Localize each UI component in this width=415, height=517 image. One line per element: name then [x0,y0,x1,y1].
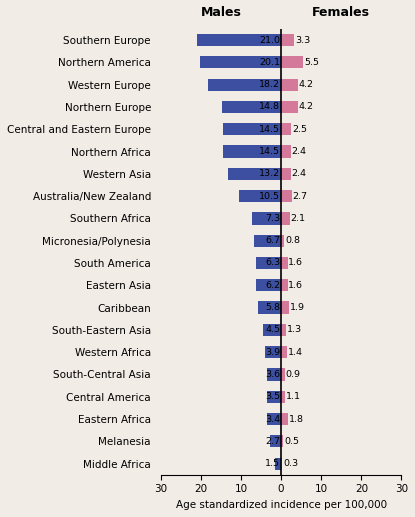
Bar [258,301,281,314]
Text: 1.3: 1.3 [287,325,302,334]
Bar [256,257,281,269]
Text: 1.9: 1.9 [290,303,305,312]
Text: 1.6: 1.6 [288,258,303,267]
Bar [266,346,281,358]
X-axis label: Age standardized incidence per 100,000: Age standardized incidence per 100,000 [176,500,387,510]
Bar [281,257,288,269]
Bar [267,391,281,403]
Bar [281,435,283,448]
Bar [281,235,284,247]
Bar [281,413,288,425]
Text: 6.3: 6.3 [265,258,280,267]
Bar [266,368,281,381]
Text: 14.5: 14.5 [259,147,280,156]
Bar [281,168,291,180]
Bar [223,123,281,135]
Text: 0.3: 0.3 [283,459,298,468]
Bar [281,190,292,202]
Text: 7.3: 7.3 [265,214,280,223]
Text: 2.7: 2.7 [265,437,280,446]
Bar [222,101,281,113]
Text: 1.8: 1.8 [289,415,304,423]
Text: 13.2: 13.2 [259,169,280,178]
Bar [256,279,281,292]
Text: 0.5: 0.5 [284,437,299,446]
Text: 14.8: 14.8 [259,102,280,112]
Text: 3.5: 3.5 [265,392,280,401]
Text: 5.5: 5.5 [304,58,319,67]
Text: Males: Males [200,6,241,19]
Text: 0.8: 0.8 [285,236,300,245]
Text: 20.1: 20.1 [259,58,280,67]
Text: 3.9: 3.9 [265,347,280,357]
Bar [208,79,281,91]
Bar [281,368,285,381]
Bar [267,413,281,425]
Text: 1.5: 1.5 [265,459,280,468]
Bar [281,123,291,135]
Text: 1.4: 1.4 [288,347,303,357]
Bar [281,391,286,403]
Text: 2.7: 2.7 [293,192,308,201]
Text: 0.9: 0.9 [286,370,300,379]
Bar [254,235,281,247]
Text: 6.7: 6.7 [265,236,280,245]
Bar [281,101,298,113]
Bar [239,190,281,202]
Bar [200,56,281,68]
Text: 10.5: 10.5 [259,192,280,201]
Text: 3.3: 3.3 [295,36,310,44]
Bar [281,145,291,158]
Bar [223,145,281,158]
Bar [228,168,281,180]
Bar [281,56,303,68]
Text: 1.1: 1.1 [286,392,301,401]
Text: 4.2: 4.2 [299,80,314,89]
Text: 1.6: 1.6 [288,281,303,290]
Bar [281,301,289,314]
Text: Females: Females [312,6,370,19]
Text: 2.4: 2.4 [291,147,307,156]
Text: 2.5: 2.5 [292,125,307,134]
Text: 18.2: 18.2 [259,80,280,89]
Bar [281,79,298,91]
Bar [281,212,290,224]
Bar [270,435,281,448]
Text: 3.4: 3.4 [265,415,280,423]
Bar [275,458,281,470]
Text: 6.2: 6.2 [265,281,280,290]
Text: 4.5: 4.5 [265,325,280,334]
Text: 21.0: 21.0 [259,36,280,44]
Bar [252,212,281,224]
Text: 4.2: 4.2 [299,102,314,112]
Bar [281,34,294,46]
Bar [281,458,282,470]
Bar [281,346,287,358]
Bar [197,34,281,46]
Text: 3.6: 3.6 [265,370,280,379]
Text: 14.5: 14.5 [259,125,280,134]
Bar [281,324,286,336]
Bar [263,324,281,336]
Text: 5.8: 5.8 [265,303,280,312]
Bar [281,279,288,292]
Text: 2.1: 2.1 [290,214,305,223]
Text: 2.4: 2.4 [291,169,307,178]
